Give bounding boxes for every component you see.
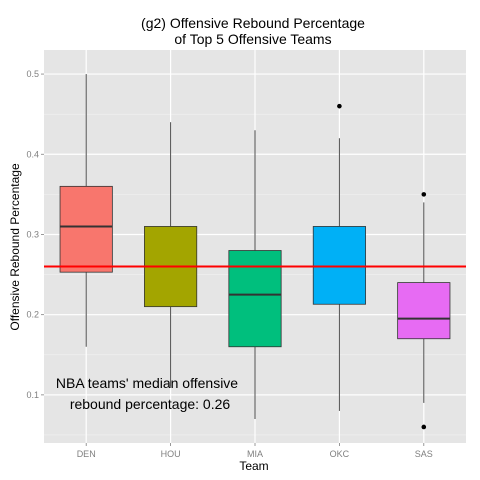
y-tick-label: 0.1: [26, 390, 39, 400]
chart-title-line-1: (g2) Offensive Rebound Percentage: [141, 15, 365, 31]
y-axis-title: Offensive Rebound Percentage: [8, 163, 22, 331]
box-mia: [228, 250, 282, 348]
box-okc: [312, 226, 366, 305]
box-den: [59, 185, 113, 273]
x-tick-label: HOU: [161, 449, 181, 459]
y-tick-label: 0.4: [26, 149, 39, 159]
x-tick-label: SAS: [415, 449, 433, 459]
x-axis-title: Team: [239, 459, 268, 473]
outlier-point-sas: [421, 424, 427, 430]
y-tick-label: 0.2: [26, 310, 39, 320]
x-tick-label: OKC: [330, 449, 350, 459]
x-tick-label: DEN: [77, 449, 96, 459]
box-sas: [397, 282, 451, 340]
x-tick-label: MIA: [247, 449, 263, 459]
annotation-line-2: rebound percentage: 0.26: [70, 396, 231, 412]
y-tick-label: 0.3: [26, 229, 39, 239]
chart-title-line-2: of Top 5 Offensive Teams: [174, 31, 331, 47]
outlier-point-sas: [421, 192, 427, 197]
annotation-line-1: NBA teams' median offensive: [56, 375, 238, 391]
outlier-point-okc: [337, 103, 342, 109]
y-tick-label: 0.5: [26, 69, 39, 79]
